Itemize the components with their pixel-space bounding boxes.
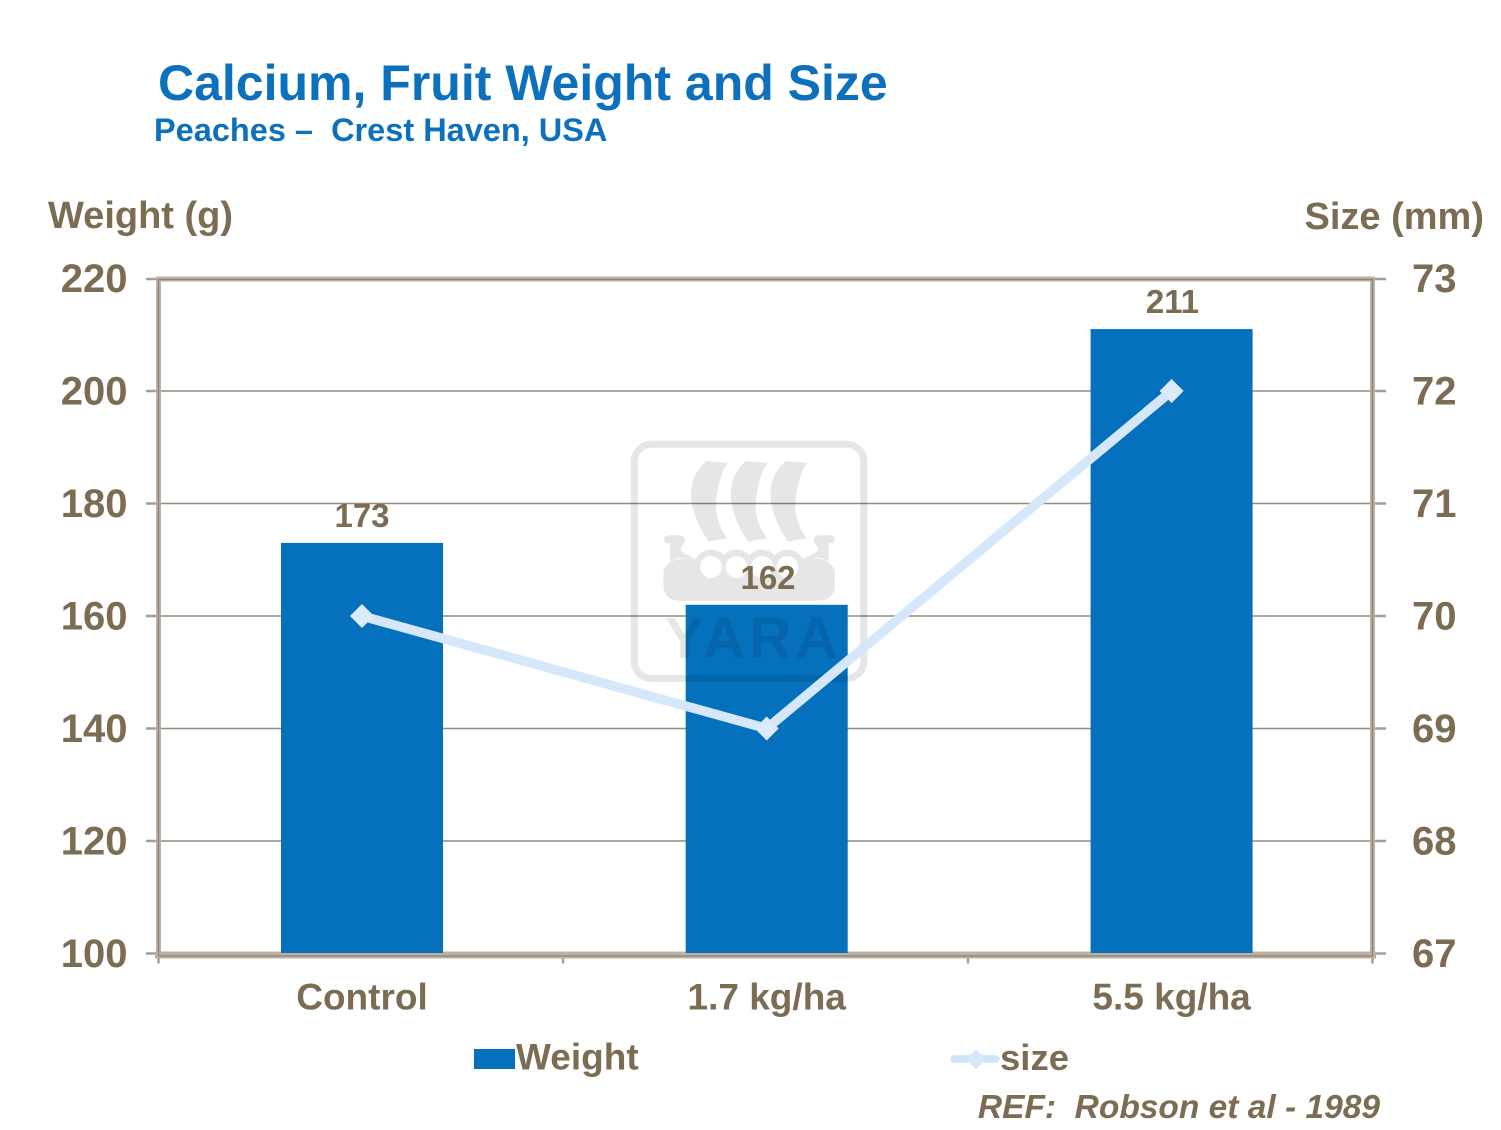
svg-text:1.7 kg/ha: 1.7 kg/ha [688, 977, 847, 1018]
svg-text:140: 140 [61, 707, 128, 751]
svg-text:Control: Control [296, 977, 428, 1018]
svg-text:200: 200 [61, 369, 128, 413]
svg-text:70: 70 [1412, 594, 1457, 638]
svg-text:Weight: Weight [516, 1037, 639, 1078]
svg-text:211: 211 [1146, 283, 1199, 320]
svg-text:68: 68 [1412, 819, 1457, 863]
svg-text:160: 160 [61, 594, 128, 638]
svg-text:73: 73 [1412, 257, 1457, 301]
svg-text:size: size [1000, 1037, 1069, 1078]
svg-text:180: 180 [61, 482, 128, 526]
svg-text:220: 220 [61, 257, 128, 301]
svg-text:Size (mm): Size (mm) [1305, 196, 1484, 238]
svg-text:5.5 kg/ha: 5.5 kg/ha [1092, 977, 1251, 1018]
svg-text:YARA: YARA [665, 606, 842, 671]
svg-text:71: 71 [1412, 482, 1457, 526]
svg-text:120: 120 [61, 819, 128, 863]
svg-text:162: 162 [740, 559, 795, 596]
svg-text:72: 72 [1412, 369, 1457, 413]
svg-text:Weight (g): Weight (g) [48, 195, 233, 237]
svg-text:REF: Robson et al - 1989: REF: Robson et al - 1989 [978, 1089, 1380, 1125]
svg-text:100: 100 [61, 932, 128, 976]
svg-text:173: 173 [334, 497, 389, 534]
svg-text:Peaches – Crest Haven, USA: Peaches – Crest Haven, USA [154, 112, 607, 148]
svg-text:Calcium, Fruit Weight and Size: Calcium, Fruit Weight and Size [158, 55, 888, 111]
svg-text:69: 69 [1412, 707, 1457, 751]
svg-text:67: 67 [1412, 932, 1457, 976]
